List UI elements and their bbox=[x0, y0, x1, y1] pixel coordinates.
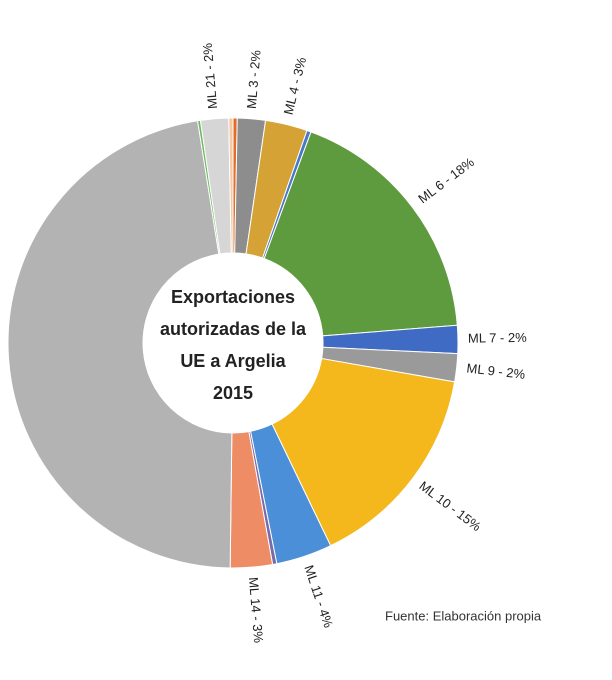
slice-label: ML 21 - 2% bbox=[200, 42, 220, 109]
slice-label: ML 6 - 18% bbox=[415, 154, 477, 206]
slice-label: ML 7 - 2% bbox=[468, 330, 527, 346]
slices: ML 3 - 2% ML 4 - 3% ML 6 - 18% ML 7 - 2% ML … bbox=[7, 42, 527, 644]
slice-label: ML 10 - 15% bbox=[416, 478, 484, 534]
slice-label: ML 9 - 2% bbox=[466, 360, 526, 381]
title-line: 2015 bbox=[213, 383, 253, 403]
slice-label: ML 14 - 3% bbox=[246, 577, 266, 644]
slice-label: ML 11 - 4% bbox=[301, 563, 336, 630]
title-line: autorizadas de la bbox=[160, 319, 307, 339]
slice bbox=[271, 357, 456, 547]
slice bbox=[263, 131, 458, 337]
title-line: UE a Argelia bbox=[180, 351, 286, 371]
title: Exportaciones autorizadas de la UE a Arg… bbox=[160, 287, 307, 403]
slice bbox=[228, 117, 234, 254]
slice-label: ML 3 - 2% bbox=[244, 49, 264, 109]
title-line: Exportaciones bbox=[171, 287, 295, 307]
slice bbox=[7, 120, 233, 569]
source-note: Fuente: Elaboración propia bbox=[385, 608, 542, 623]
slice-label: ML 4 - 3% bbox=[281, 55, 310, 116]
